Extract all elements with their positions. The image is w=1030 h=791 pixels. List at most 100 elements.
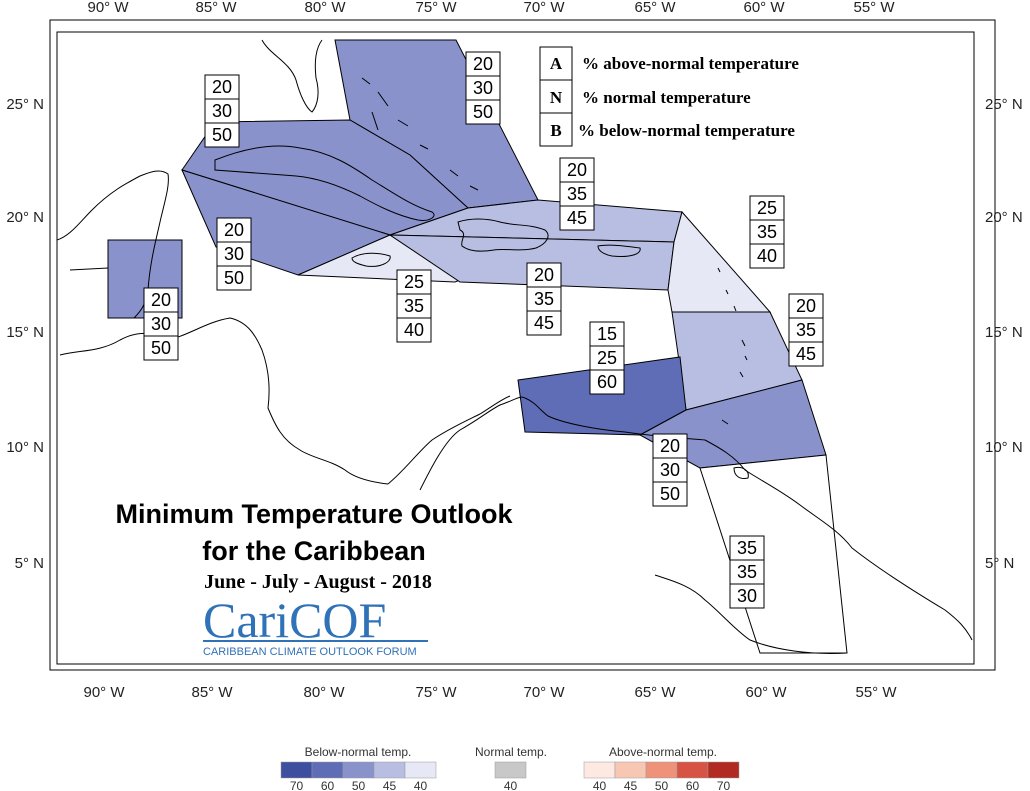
probability-box-windward-islands: 20 35 45 [788, 293, 824, 367]
scale-swatch-below [342, 761, 375, 779]
probability-n: 30 [212, 101, 232, 121]
lat-ticks-right: 25° N 20° N 15° N 10° N 5° N [985, 96, 1023, 572]
probability-n: 30 [660, 460, 680, 480]
probability-cell [465, 51, 501, 77]
key-text-a: % above-normal temperature [582, 54, 799, 73]
probability-cell [396, 317, 432, 343]
probability-box-cayman: 20 30 50 [216, 217, 252, 291]
scale-value-above: 40 [593, 779, 607, 791]
lon-ticks-top: 90° W 85° W 80° W 75° W 70° W 65° W 60° … [87, 0, 895, 16]
scale-swatch-above [614, 761, 647, 779]
key-letter-a: A [550, 54, 563, 73]
outlook-regions [107, 39, 848, 654]
logo-rule [203, 640, 428, 642]
probability-cell [652, 481, 688, 507]
lon-tick-top: 70° W [523, 0, 565, 16]
scale-swatch-below [280, 761, 313, 779]
scale-value-below: 40 [414, 779, 428, 791]
probability-n: 35 [534, 289, 554, 309]
probability-box-leeward-islands: 25 35 40 [749, 195, 785, 269]
probability-b: 45 [796, 344, 816, 364]
scale-value-above: 50 [655, 779, 669, 791]
scale-value-above: 70 [717, 779, 731, 791]
lon-tick-top: 75° W [415, 0, 457, 16]
scale-below-label: Below-normal temp. [305, 745, 412, 759]
lon-tick-top: 85° W [195, 0, 237, 16]
lat-tick-left: 25° N [6, 96, 44, 113]
probability-cell [749, 195, 785, 221]
region-leeward-islands[interactable] [667, 210, 772, 313]
lat-tick-right: 10° N [985, 439, 1023, 456]
probability-cell [204, 74, 240, 100]
probability-cell [204, 122, 240, 148]
lat-ticks-left: 25° N 20° N 15° N 10° N 5° N [6, 96, 44, 572]
probability-cell [788, 293, 824, 319]
probability-a: 20 [796, 296, 816, 316]
scale-swatches: 70 60 50 45 40 40 40 45 50 60 70 [280, 761, 740, 791]
key-letter-b: B [550, 121, 561, 140]
lon-tick-bottom: 85° W [191, 684, 233, 701]
probability-box-jamaica: 25 35 40 [396, 269, 432, 343]
lon-tick-top: 80° W [304, 0, 346, 16]
probability-cell [465, 99, 501, 125]
probability-cell [526, 286, 562, 312]
probability-cell [559, 181, 595, 207]
lon-tick-bottom: 90° W [83, 684, 125, 701]
key-letter-n: N [550, 88, 563, 107]
key-text-b: % below-normal temperature [578, 121, 795, 140]
lon-ticks-bottom: 90° W 85° W 80° W 75° W 70° W 65° W 60° … [83, 684, 897, 701]
probability-b: 30 [737, 586, 757, 606]
probability-b: 60 [597, 372, 617, 392]
probability-cell [526, 310, 562, 336]
probability-b: 45 [567, 208, 587, 228]
probability-n: 35 [796, 320, 816, 340]
scale-swatch-below [373, 761, 406, 779]
lon-tick-top: 65° W [634, 0, 676, 16]
probability-b: 50 [212, 125, 232, 145]
scale-swatch-above [676, 761, 709, 779]
probability-box-trinidad-tobago: 20 30 50 [652, 433, 688, 507]
lon-tick-top: 60° W [743, 0, 785, 16]
scale-normal-label: Normal temp. [475, 745, 547, 759]
probability-cell [396, 293, 432, 319]
probability-a: 20 [212, 77, 232, 97]
scale-swatch-above [583, 761, 616, 779]
probability-n: 35 [757, 222, 777, 242]
coastlines [56, 39, 973, 654]
probability-a: 20 [473, 54, 493, 74]
scale-value-above: 45 [624, 779, 638, 791]
scale-value-normal: 40 [504, 779, 518, 791]
key-box-b [539, 112, 573, 147]
probability-box-guianas: 35 35 30 [729, 535, 765, 609]
probability-boxes: 20 30 50 20 30 50 20 30 50 20 30 50 25 35 40 20 35 45 20 35… [143, 51, 824, 609]
probability-a: 20 [660, 436, 680, 456]
probability-a: 20 [224, 220, 244, 240]
map-title-line-2: for the Caribbean [202, 536, 426, 566]
probability-n: 30 [151, 314, 171, 334]
probability-b: 40 [404, 320, 424, 340]
probability-b: 50 [224, 268, 244, 288]
probability-cell [589, 345, 625, 371]
lon-tick-bottom: 60° W [745, 684, 787, 701]
probability-cell [396, 269, 432, 295]
scale-swatch-above [645, 761, 678, 779]
probability-cell [143, 287, 179, 313]
probability-cell [589, 321, 625, 347]
lat-tick-left: 5° N [15, 555, 44, 572]
probability-cell [729, 559, 765, 585]
scale-above-label: Above-normal temp. [609, 745, 717, 759]
lon-tick-top: 90° W [87, 0, 129, 16]
probability-cell [526, 262, 562, 288]
logo-wordmark: CariCOF [203, 592, 386, 648]
scale-value-below: 50 [352, 779, 366, 791]
scale-value-below: 70 [290, 779, 304, 791]
probability-a: 20 [151, 290, 171, 310]
lat-tick-right: 20° N [985, 209, 1023, 226]
probability-cell [143, 335, 179, 361]
lat-tick-right: 25° N [985, 96, 1023, 113]
probability-cell [749, 243, 785, 269]
lat-tick-left: 10° N [6, 439, 44, 456]
probability-box-abc-islands: 15 25 60 [589, 321, 625, 395]
probability-a: 35 [737, 538, 757, 558]
